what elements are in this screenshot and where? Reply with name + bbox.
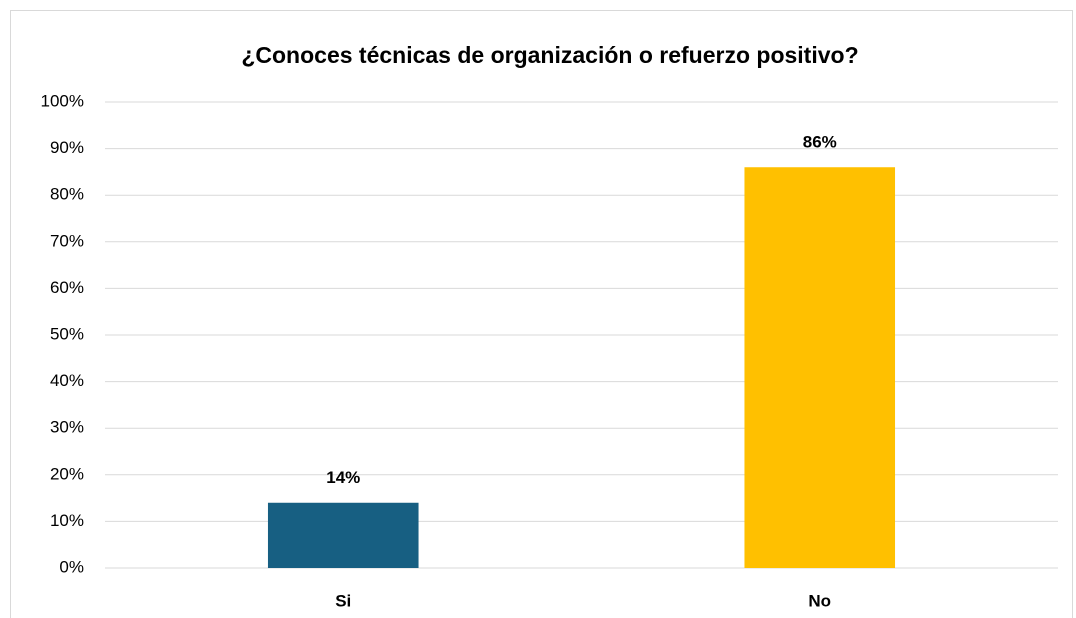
bar (267, 502, 419, 568)
x-tick-label: No (808, 591, 831, 610)
y-tick-label: 0% (59, 557, 84, 576)
y-tick-label: 80% (50, 185, 84, 204)
y-tick-label: 20% (50, 464, 84, 483)
data-label: 86% (803, 133, 837, 152)
bar (744, 167, 896, 569)
y-tick-label: 10% (50, 511, 84, 530)
chart-frame (10, 10, 1073, 618)
data-label: 14% (326, 468, 360, 487)
x-tick-label: Si (335, 591, 351, 610)
y-tick-label: 60% (50, 278, 84, 297)
y-tick-label: 90% (50, 138, 84, 157)
y-tick-label: 30% (50, 418, 84, 437)
y-tick-label: 70% (50, 231, 84, 250)
y-tick-label: 40% (50, 371, 84, 390)
chart-title: ¿Conoces técnicas de organización o refu… (241, 42, 858, 68)
y-tick-label: 50% (50, 324, 84, 343)
y-tick-label: 100% (41, 91, 84, 110)
